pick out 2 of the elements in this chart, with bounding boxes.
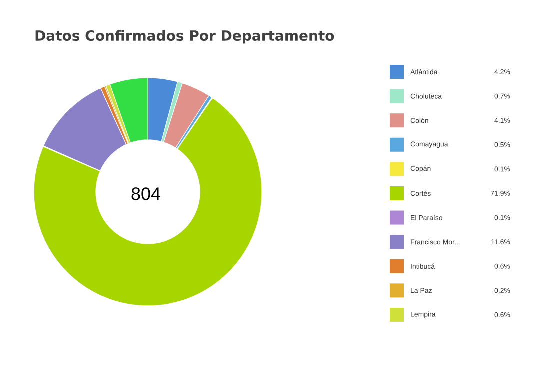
text: 804 [132,188,160,200]
chart-title: Datos Confirmados Por Departamento [36,30,334,44]
